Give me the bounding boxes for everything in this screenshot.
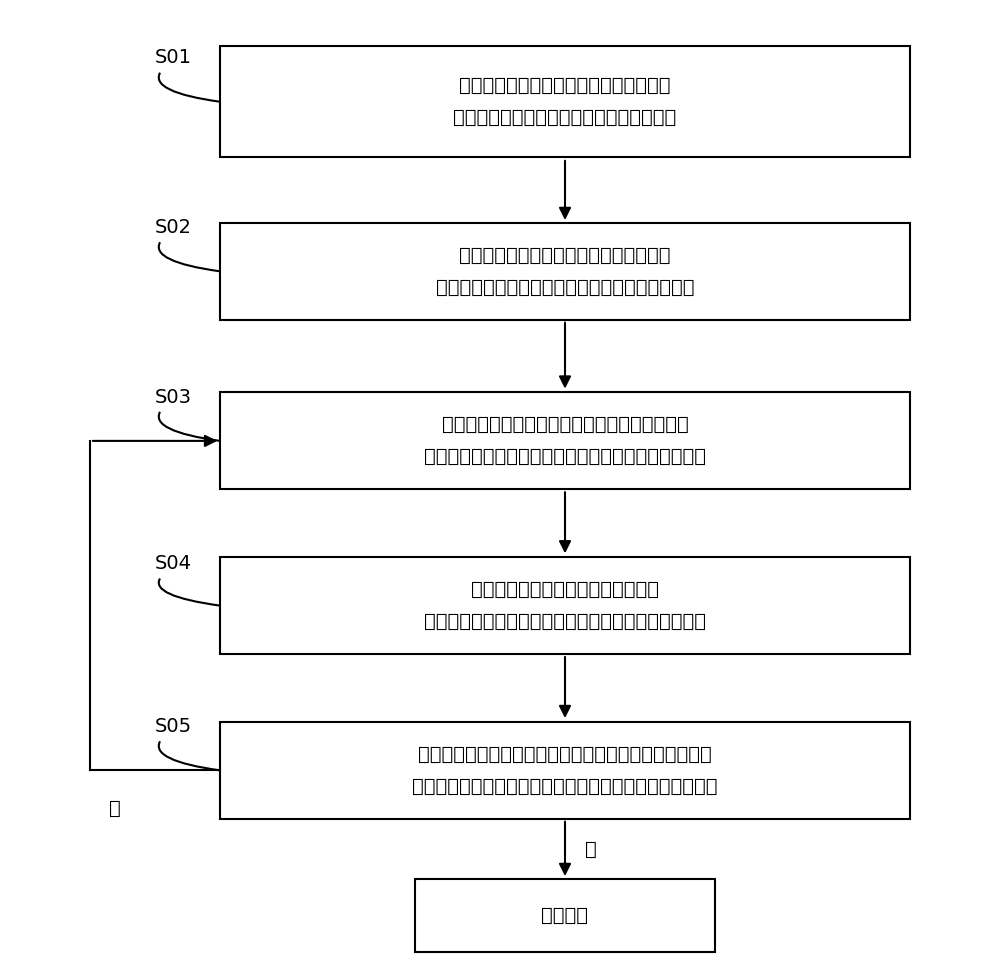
Text: 件下，利用优化算法获得优化后的透过率和相位: 件下，利用优化算法获得优化后的透过率和相位 — [442, 416, 688, 434]
Text: 终止优化: 终止优化 — [542, 906, 588, 925]
Text: S03: S03 — [155, 388, 192, 407]
Bar — [220, 223, 910, 320]
Text: 值，该目标函数值为优化目标函数值: 值，该目标函数值为优化目标函数值 — [471, 580, 659, 599]
Text: S02: S02 — [155, 218, 192, 237]
Text: S05: S05 — [155, 717, 192, 736]
Text: 函数值，该目标函数值为当前目标函数值: 函数值，该目标函数值为当前目标函数值 — [459, 246, 671, 265]
Text: 的透过率和相位是否为最优掩膜图形的透过率和相位参数: 的透过率和相位是否为最优掩膜图形的透过率和相位参数 — [418, 745, 712, 764]
Text: 是: 是 — [585, 840, 597, 860]
Text: 过率和相位，初始掩膜图形对应相移掩膜: 过率和相位，初始掩膜图形对应相移掩膜 — [459, 77, 671, 95]
Bar — [220, 392, 910, 489]
Text: S04: S04 — [155, 554, 192, 574]
Bar — [220, 557, 910, 654]
Text: 根据当前目标函数值和优化目标函数值的差值，确定优化后: 根据当前目标函数值和优化目标函数值的差值，确定优化后 — [412, 777, 718, 796]
Text: S01: S01 — [155, 48, 192, 68]
Text: 通过目标函数获得优化后的透过率和相位下的目标函数: 通过目标函数获得优化后的透过率和相位下的目标函数 — [424, 612, 706, 631]
Text: 以预设的透过率和相位为起始点，在优化算法的预设条: 以预设的透过率和相位为起始点，在优化算法的预设条 — [424, 448, 706, 466]
Text: 建立目标函数，获得预设的透过率和相位下的目标: 建立目标函数，获得预设的透过率和相位下的目标 — [436, 278, 694, 297]
Text: 否: 否 — [109, 799, 121, 819]
Text: 提供初始掩膜图形上的不同区域的预设的透: 提供初始掩膜图形上的不同区域的预设的透 — [453, 109, 677, 127]
Bar — [415, 880, 715, 952]
Bar — [220, 722, 910, 819]
Bar — [220, 47, 910, 158]
